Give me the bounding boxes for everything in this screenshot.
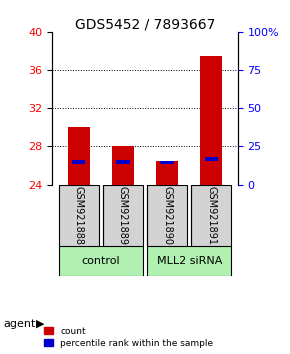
Text: GSM921891: GSM921891 [206,185,216,245]
Text: ▶: ▶ [36,319,45,329]
Text: agent: agent [3,319,35,329]
Bar [200,56,222,184]
Bar [205,157,218,161]
Bar [156,161,178,184]
Text: GSM921888: GSM921888 [74,185,84,245]
FancyBboxPatch shape [147,246,231,276]
Bar [116,160,130,164]
FancyBboxPatch shape [191,184,231,246]
FancyBboxPatch shape [147,184,187,246]
FancyBboxPatch shape [59,184,99,246]
Bar [68,127,90,184]
Text: GDS5452 / 7893667: GDS5452 / 7893667 [75,18,215,32]
Bar [160,161,174,165]
FancyBboxPatch shape [103,184,143,246]
Text: MLL2 siRNA: MLL2 siRNA [157,256,222,266]
Text: GSM921890: GSM921890 [162,185,172,245]
Legend: count, percentile rank within the sample: count, percentile rank within the sample [42,325,215,349]
Bar [72,160,85,164]
Text: control: control [81,256,120,266]
FancyBboxPatch shape [59,246,143,276]
Bar [112,146,134,184]
Text: GSM921889: GSM921889 [118,185,128,245]
